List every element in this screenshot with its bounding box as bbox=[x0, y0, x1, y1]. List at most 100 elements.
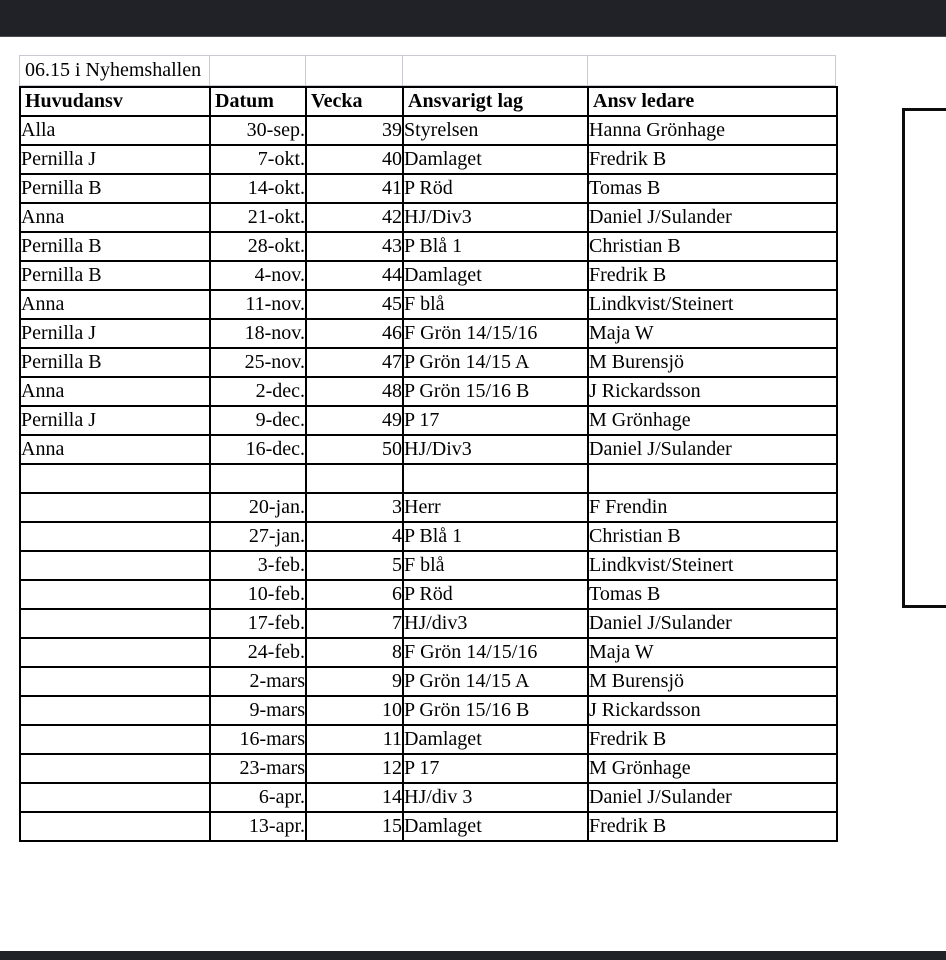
table-cell bbox=[19, 724, 211, 755]
table-cell: 16-dec. bbox=[209, 434, 307, 465]
table-cell bbox=[19, 579, 211, 610]
table-cell: 20-jan. bbox=[209, 492, 307, 523]
table-row: 20-jan. 3 Herr F Frendin bbox=[19, 492, 838, 523]
table-cell: 30-sep. bbox=[209, 115, 307, 146]
column-header: Vecka bbox=[305, 86, 404, 117]
table-cell: 4 bbox=[305, 521, 404, 552]
table-row: 10-feb. 6 P Röd Tomas B bbox=[19, 579, 838, 610]
table-cell: 3-feb. bbox=[209, 550, 307, 581]
table-cell: HJ/Div3 bbox=[402, 202, 589, 233]
table-cell: F Frendin bbox=[587, 492, 838, 523]
table-cell: Pernilla B bbox=[19, 173, 211, 204]
table-cell: Maja W bbox=[587, 318, 838, 349]
table-cell: 9-mars bbox=[209, 695, 307, 726]
top-bar bbox=[0, 0, 946, 37]
table-cell: 11 bbox=[305, 724, 404, 755]
table-cell: Herr bbox=[402, 492, 589, 523]
table-row: Pernilla J 18-nov. 46 F Grön 14/15/16 Maja W bbox=[19, 318, 838, 349]
table-cell: P Grön 15/16 B bbox=[402, 695, 589, 726]
title-cell bbox=[588, 56, 835, 85]
table-cell: Lindkvist/Steinert bbox=[587, 289, 838, 320]
table-cell: J Rickardsson bbox=[587, 695, 838, 726]
table-cell: 40 bbox=[305, 144, 404, 175]
table-cell: Tomas B bbox=[587, 579, 838, 610]
table-cell: 25-nov. bbox=[209, 347, 307, 378]
table-row: Anna 21-okt. 42 HJ/Div3 Daniel J/Sulander bbox=[19, 202, 838, 233]
table-cell: 16-mars bbox=[209, 724, 307, 755]
table-row: 24-feb. 8 F Grön 14/15/16 Maja W bbox=[19, 637, 838, 668]
table-cell bbox=[19, 521, 211, 552]
table-cell: Anna bbox=[19, 376, 211, 407]
table-cell: M Grönhage bbox=[587, 753, 838, 784]
column-header: Datum bbox=[209, 86, 307, 117]
table-row: 27-jan. 4 P Blå 1 Christian B bbox=[19, 521, 838, 552]
table-cell bbox=[19, 637, 211, 668]
title-row: 06.15 i Nyhemshallen bbox=[19, 55, 836, 86]
table-cell: Pernilla B bbox=[19, 347, 211, 378]
column-header: Ansvarigt lag bbox=[402, 86, 589, 117]
table-cell bbox=[305, 463, 404, 494]
page-title: 06.15 i Nyhemshallen bbox=[25, 59, 202, 81]
table-cell bbox=[19, 695, 211, 726]
table-row: Pernilla B 4-nov. 44 Damlaget Fredrik B bbox=[19, 260, 838, 291]
table-row: 16-mars 11 Damlaget Fredrik B bbox=[19, 724, 838, 755]
table-cell: 12 bbox=[305, 753, 404, 784]
table-cell: Maja W bbox=[587, 637, 838, 668]
table-cell: 43 bbox=[305, 231, 404, 262]
table-cell: P Blå 1 bbox=[402, 231, 589, 262]
table-cell: Daniel J/Sulander bbox=[587, 434, 838, 465]
table-row: Pernilla J 7-okt. 40 Damlaget Fredrik B bbox=[19, 144, 838, 175]
table-row: Anna 11-nov. 45 F blå Lindkvist/Steinert bbox=[19, 289, 838, 320]
table-cell: 10 bbox=[305, 695, 404, 726]
table-cell: HJ/div3 bbox=[402, 608, 589, 639]
table-cell: Pernilla J bbox=[19, 405, 211, 436]
schedule-table: Huvudansv Datum Vecka Ansvarigt lag Ansv led… bbox=[19, 86, 838, 842]
header-row: Huvudansv Datum Vecka Ansvarigt lag Ansv led… bbox=[19, 86, 838, 117]
title-cell bbox=[403, 56, 588, 85]
table-cell: Damlaget bbox=[402, 260, 589, 291]
table-row: 17-feb. 7 HJ/div3 Daniel J/Sulander bbox=[19, 608, 838, 639]
table-cell: Daniel J/Sulander bbox=[587, 782, 838, 813]
table-cell bbox=[19, 811, 211, 842]
table-cell: Damlaget bbox=[402, 811, 589, 842]
table-cell: 41 bbox=[305, 173, 404, 204]
table-cell: Fredrik B bbox=[587, 724, 838, 755]
table-cell bbox=[19, 782, 211, 813]
table-cell: Anna bbox=[19, 434, 211, 465]
table-cell: P Grön 15/16 B bbox=[402, 376, 589, 407]
table-cell: 6-apr. bbox=[209, 782, 307, 813]
table-cell: Damlaget bbox=[402, 724, 589, 755]
table-cell bbox=[19, 492, 211, 523]
table-cell: F blå bbox=[402, 550, 589, 581]
table-row: Pernilla B 28-okt. 43 P Blå 1 Christian B bbox=[19, 231, 838, 262]
table-cell: HJ/div 3 bbox=[402, 782, 589, 813]
table-cell: 2-mars bbox=[209, 666, 307, 697]
table-cell: Pernilla B bbox=[19, 260, 211, 291]
table-cell: M Burensjö bbox=[587, 347, 838, 378]
title-cell: 06.15 i Nyhemshallen bbox=[20, 56, 210, 85]
table-cell: HJ/Div3 bbox=[402, 434, 589, 465]
table-cell: 17-feb. bbox=[209, 608, 307, 639]
table-cell: Hanna Grönhage bbox=[587, 115, 838, 146]
table-cell: Christian B bbox=[587, 231, 838, 262]
table-cell bbox=[19, 550, 211, 581]
table-cell: 10-feb. bbox=[209, 579, 307, 610]
table-cell: 46 bbox=[305, 318, 404, 349]
bottom-bar bbox=[0, 951, 946, 960]
table-row: 6-apr. 14 HJ/div 3 Daniel J/Sulander bbox=[19, 782, 838, 813]
table-cell: 48 bbox=[305, 376, 404, 407]
table-cell: 6 bbox=[305, 579, 404, 610]
table-row bbox=[19, 463, 838, 494]
table-cell bbox=[19, 666, 211, 697]
column-header: Huvudansv bbox=[19, 86, 211, 117]
table-cell: Pernilla J bbox=[19, 144, 211, 175]
table-cell: 5 bbox=[305, 550, 404, 581]
table-cell: 21-okt. bbox=[209, 202, 307, 233]
table-row: 3-feb. 5 F blå Lindkvist/Steinert bbox=[19, 550, 838, 581]
table-cell: Tomas B bbox=[587, 173, 838, 204]
